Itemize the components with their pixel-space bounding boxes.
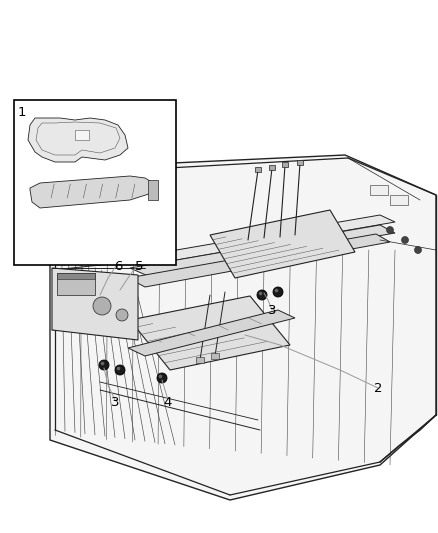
Polygon shape <box>128 234 390 287</box>
Circle shape <box>386 227 393 233</box>
Polygon shape <box>130 215 395 265</box>
Text: 3: 3 <box>111 397 119 409</box>
Bar <box>14 100 176 265</box>
Text: 6: 6 <box>114 260 122 272</box>
Circle shape <box>99 360 109 370</box>
Polygon shape <box>28 118 128 162</box>
Bar <box>196 357 204 363</box>
Circle shape <box>414 246 421 254</box>
Bar <box>75 130 89 140</box>
Bar <box>148 180 158 200</box>
Polygon shape <box>130 225 395 276</box>
Circle shape <box>257 290 267 300</box>
Circle shape <box>273 287 283 297</box>
Text: 2: 2 <box>374 382 382 394</box>
Polygon shape <box>130 296 290 370</box>
Circle shape <box>93 297 111 315</box>
Bar <box>297 160 303 165</box>
Text: 3: 3 <box>268 303 276 317</box>
Circle shape <box>115 365 125 375</box>
Text: 5: 5 <box>135 260 143 272</box>
Circle shape <box>259 292 262 295</box>
Bar <box>255 167 261 172</box>
Bar <box>282 162 288 167</box>
Circle shape <box>157 373 167 383</box>
Bar <box>370 185 388 195</box>
Polygon shape <box>50 155 436 500</box>
Bar <box>211 353 219 359</box>
Circle shape <box>402 237 409 244</box>
Text: 1: 1 <box>18 106 26 118</box>
Circle shape <box>275 289 278 292</box>
Polygon shape <box>52 268 138 340</box>
Bar <box>269 165 275 170</box>
Polygon shape <box>128 310 295 356</box>
Circle shape <box>117 367 120 370</box>
Bar <box>390 195 408 205</box>
Circle shape <box>101 362 104 365</box>
Bar <box>57 273 95 295</box>
Polygon shape <box>210 210 355 278</box>
Text: 4: 4 <box>164 397 172 409</box>
Circle shape <box>159 375 162 378</box>
Bar <box>57 273 95 279</box>
Polygon shape <box>30 176 155 208</box>
Circle shape <box>116 309 128 321</box>
